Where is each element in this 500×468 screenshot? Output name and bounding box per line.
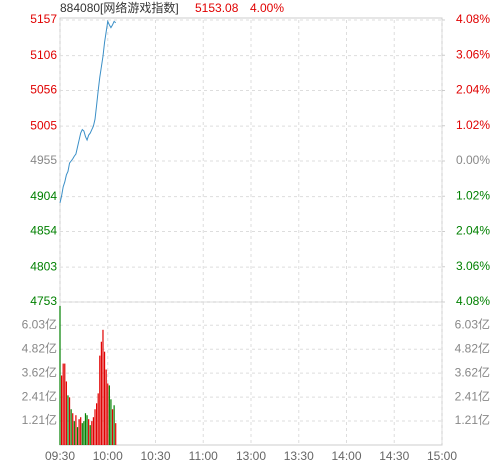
y2-tick-label: 1.02% bbox=[456, 188, 490, 202]
volume-bar bbox=[99, 355, 101, 445]
y-tick-label: 5056 bbox=[30, 83, 57, 97]
volume-bar bbox=[86, 415, 88, 445]
x-tick-label: 13:00 bbox=[236, 449, 266, 463]
volume-bar bbox=[92, 417, 95, 445]
volume-bar bbox=[108, 385, 110, 445]
change-pct: 4.00% bbox=[250, 1, 284, 15]
y2-tick-label: 4.08% bbox=[456, 12, 490, 26]
y2-tick-label: 2.04% bbox=[456, 83, 490, 97]
y-tick-label: 4.82亿 bbox=[22, 340, 57, 355]
y2-tick-label: 2.41亿 bbox=[455, 388, 490, 403]
volume-bar bbox=[80, 417, 82, 445]
volume-bar bbox=[113, 405, 115, 445]
index-title: 884080[网络游戏指数] bbox=[60, 0, 179, 15]
y-tick-label: 5005 bbox=[30, 118, 57, 132]
y-tick-label: 5157 bbox=[30, 12, 57, 26]
volume-bar bbox=[65, 381, 67, 445]
x-tick-label: 15:00 bbox=[427, 449, 457, 463]
y2-tick-label: 4.82亿 bbox=[455, 340, 490, 355]
volume-bar bbox=[64, 363, 66, 445]
volume-bar bbox=[84, 413, 87, 445]
volume-bar bbox=[83, 421, 85, 445]
y2-tick-label: 3.06% bbox=[456, 47, 490, 61]
volume-bar bbox=[68, 397, 71, 445]
y-tick-label: 4753 bbox=[30, 294, 57, 308]
y2-tick-label: 0.00% bbox=[456, 153, 490, 167]
y-tick-label: 4955 bbox=[30, 153, 57, 167]
y2-tick-label: 6.03亿 bbox=[455, 316, 490, 331]
volume-bar bbox=[102, 329, 104, 445]
volume-bar bbox=[81, 423, 83, 445]
volume-bar bbox=[60, 375, 63, 445]
volume-bar bbox=[111, 409, 114, 445]
volume-bar bbox=[110, 399, 112, 445]
volume-bar bbox=[94, 409, 96, 445]
y-tick-label: 3.62亿 bbox=[22, 364, 57, 379]
x-tick-label: 14:30 bbox=[379, 449, 409, 463]
volume-bar bbox=[70, 409, 72, 445]
volume-bar bbox=[73, 421, 75, 445]
y-tick-label: 2.41亿 bbox=[22, 388, 57, 403]
y-tick-label: 1.21亿 bbox=[22, 412, 57, 427]
y2-tick-label: 4.08% bbox=[456, 294, 490, 308]
y2-tick-label: 2.04% bbox=[456, 224, 490, 238]
volume-bar bbox=[76, 427, 79, 445]
y-tick-label: 4904 bbox=[30, 189, 57, 203]
y2-tick-label: 1.21亿 bbox=[455, 412, 490, 427]
price-line bbox=[59, 19, 117, 203]
y-tick-label: 4803 bbox=[30, 259, 57, 273]
volume-bar bbox=[62, 363, 64, 445]
volume-bar bbox=[103, 351, 106, 445]
volume-bar bbox=[107, 383, 109, 445]
x-tick-label: 11:00 bbox=[189, 449, 218, 463]
y2-tick-label: 3.06% bbox=[456, 259, 490, 273]
volume-bar bbox=[67, 395, 69, 445]
x-tick-label: 14:00 bbox=[331, 449, 361, 463]
volume-bar bbox=[75, 415, 77, 445]
volume-bar bbox=[91, 421, 93, 445]
y2-tick-label: 3.62亿 bbox=[455, 364, 490, 379]
volume-bar bbox=[89, 425, 91, 445]
y-tick-label: 5106 bbox=[30, 48, 57, 62]
volume-bar bbox=[78, 419, 80, 445]
y2-tick-label: 1.02% bbox=[456, 118, 490, 132]
x-tick-label: 10:00 bbox=[93, 449, 123, 463]
x-tick-label: 09:30 bbox=[45, 449, 75, 463]
volume-bar bbox=[59, 305, 61, 445]
volume-bar bbox=[100, 341, 102, 445]
x-tick-label: 13:30 bbox=[284, 449, 314, 463]
volume-bar bbox=[96, 403, 98, 445]
volume-bar bbox=[97, 393, 99, 445]
volume-bar bbox=[88, 419, 90, 445]
last-price: 5153.08 bbox=[195, 1, 239, 15]
volume-bar bbox=[105, 369, 107, 445]
x-tick-label: 10:30 bbox=[140, 449, 170, 463]
volume-bar bbox=[72, 413, 74, 445]
volume-bar bbox=[115, 423, 117, 445]
y-tick-label: 6.03亿 bbox=[22, 316, 57, 331]
y-tick-label: 4854 bbox=[30, 224, 57, 238]
